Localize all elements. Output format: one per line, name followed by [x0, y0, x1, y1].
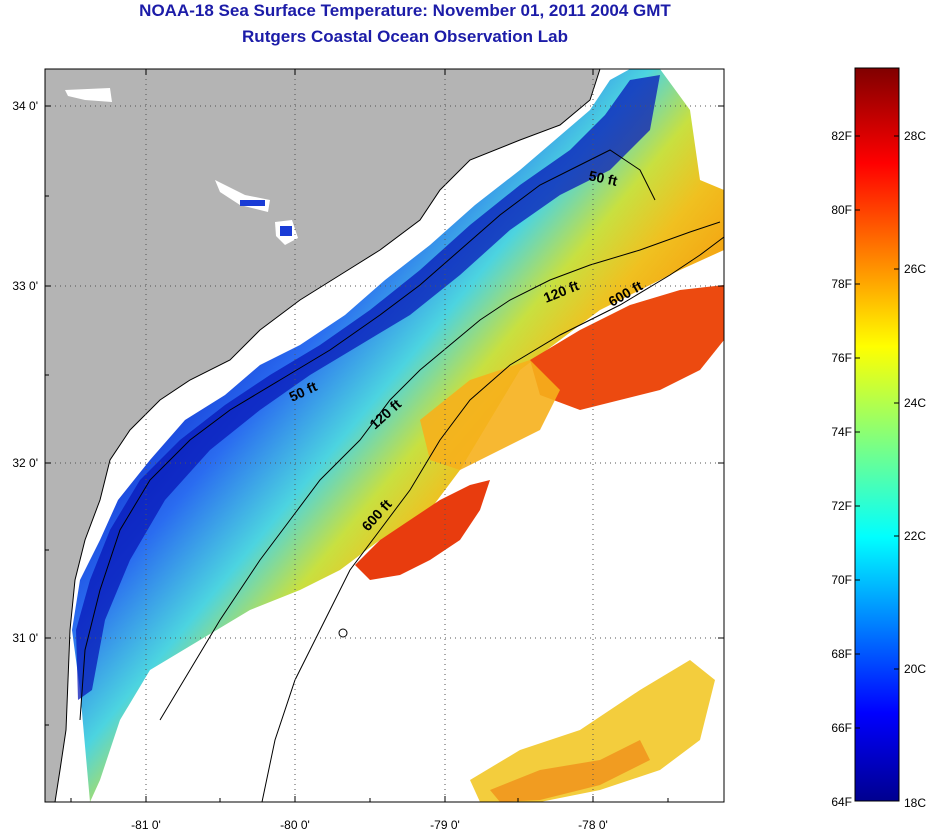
isobath-120ft — [159, 221, 721, 721]
colorbar-label-72f: 72F — [831, 499, 852, 513]
lat-label-32: 32 0' — [12, 456, 38, 470]
axis-ticks — [45, 69, 724, 802]
lon-label-80: -80 0' — [280, 818, 310, 832]
sst-shelf-water — [72, 69, 724, 802]
lon-label-78: -78 0' — [578, 818, 608, 832]
sst-south-patches — [470, 660, 715, 802]
lon-label-81: -81 0' — [131, 818, 161, 832]
seamount-contour — [338, 628, 348, 638]
colorbar-label-68f: 68F — [831, 647, 852, 661]
land-lake-1 — [65, 88, 112, 102]
sst-warm-patch-south — [355, 480, 490, 580]
colorbar-label-22c: 22C — [904, 529, 927, 543]
map-title: NOAA-18 Sea Surface Temperature: Novembe… — [139, 1, 671, 20]
lat-label-31: 31 0' — [12, 631, 38, 645]
lat-label-34: 34 0' — [12, 99, 38, 113]
colorbar-label-24c: 24C — [904, 396, 927, 410]
sst-warm-fringe — [420, 360, 560, 470]
lat-label-33: 33 0' — [12, 279, 38, 293]
sst-nearshore-cool — [76, 75, 660, 700]
colorbar — [854, 67, 900, 802]
map-subtitle: Rutgers Coastal Ocean Observation Lab — [242, 27, 568, 46]
lon-label-79: -79 0' — [430, 818, 460, 832]
colorbar-label-82f: 82F — [831, 129, 852, 143]
contour-label-50ft-north: 50 ft — [587, 167, 619, 189]
colorbar-ticks — [855, 135, 899, 729]
colorbar-label-26c: 26C — [904, 262, 927, 276]
sst-warm-core — [530, 285, 724, 410]
colorbar-label-76f: 76F — [831, 351, 852, 365]
coastline — [54, 69, 601, 802]
map-area: 50 ft 120 ft 600 ft 50 ft 120 ft 600 ft — [45, 69, 724, 802]
colorbar-label-28c: 28C — [904, 129, 927, 143]
colorbar-label-20c: 20C — [904, 662, 927, 676]
isobath-600ft — [261, 236, 724, 802]
colorbar-label-74f: 74F — [831, 425, 852, 439]
colorbar-label-78f: 78F — [831, 277, 852, 291]
sst-south-orange — [490, 740, 650, 802]
colorbar-label-66f: 66F — [831, 721, 852, 735]
colorbar-label-18c: 18C — [904, 796, 927, 810]
colorbar-label-64f: 64F — [831, 795, 852, 809]
colorbar-label-80f: 80F — [831, 203, 852, 217]
colorbar-label-70f: 70F — [831, 573, 852, 587]
map-frame — [44, 68, 725, 803]
graticule — [45, 69, 724, 802]
land — [45, 69, 600, 802]
isobath-50ft — [79, 149, 656, 721]
